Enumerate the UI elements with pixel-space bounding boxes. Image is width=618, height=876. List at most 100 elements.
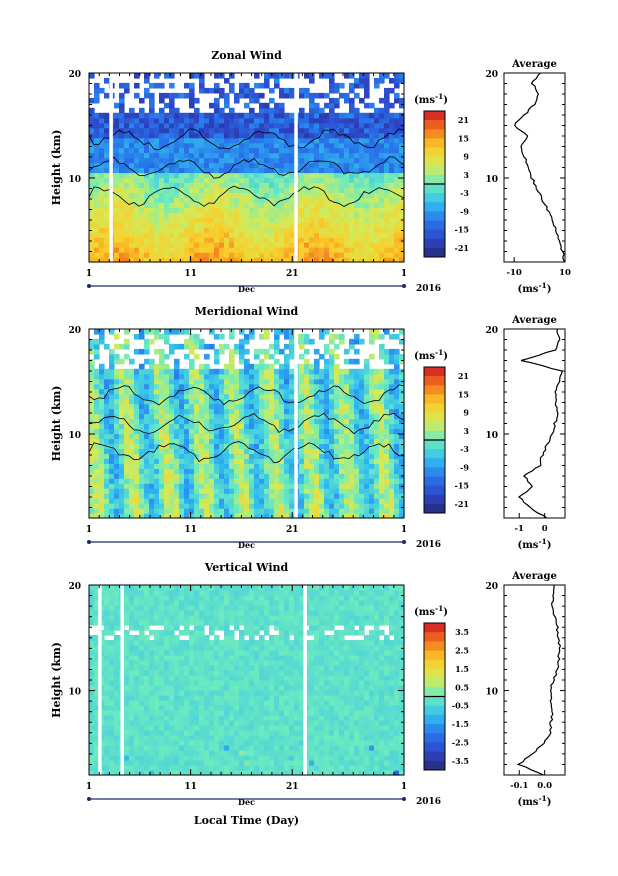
heatmap-cell — [114, 343, 120, 350]
heatmap-cell — [214, 142, 220, 149]
heatmap-cell — [89, 403, 95, 410]
heatmap-cell — [229, 117, 235, 124]
heatmap-cell — [179, 197, 185, 203]
heatmap-cell — [154, 488, 160, 494]
heatmap-cell — [354, 172, 360, 179]
heatmap-cell — [99, 192, 105, 198]
heatmap-cell — [324, 242, 330, 248]
heatmap-cell — [269, 142, 275, 149]
heatmap-cell — [214, 172, 220, 179]
heatmap-cell — [124, 473, 130, 479]
heatmap-cell — [169, 503, 175, 509]
heatmap-cell — [334, 438, 340, 444]
heatmap-cell — [224, 247, 230, 253]
heatmap-cell — [384, 172, 390, 179]
heatmap-cell — [114, 102, 120, 109]
heatmap-cell — [359, 428, 365, 435]
heatmap-cell — [359, 73, 365, 79]
heatmap-cell — [134, 655, 140, 661]
heatmap-cell — [184, 378, 190, 385]
heatmap-cell — [229, 152, 235, 159]
heatmap-cell — [299, 132, 305, 139]
heatmap-cell — [154, 483, 160, 489]
heatmap-cell — [109, 383, 115, 390]
heatmap-cell — [334, 428, 340, 435]
heatmap-cell — [154, 137, 160, 144]
heatmap-cell — [194, 438, 200, 444]
heatmap-cell — [164, 202, 170, 208]
heatmap-cell — [89, 705, 95, 711]
heatmap-cell — [154, 348, 160, 355]
heatmap-cell — [109, 655, 115, 661]
heatmap-cell — [194, 187, 200, 193]
heatmap-cell — [259, 393, 265, 400]
heatmap-cell — [384, 92, 390, 99]
heatmap-cell — [364, 152, 370, 159]
heatmap-cell — [209, 398, 215, 405]
heatmap-cell — [309, 443, 315, 449]
heatmap-cell — [114, 730, 120, 736]
heatmap-cell — [269, 147, 275, 154]
heatmap-cell — [124, 157, 130, 164]
heatmap-cell — [359, 137, 365, 144]
heatmap-cell — [229, 192, 235, 198]
heatmap-cell — [379, 217, 385, 223]
heatmap-cell — [389, 142, 395, 149]
heatmap-cell — [99, 660, 105, 666]
heatmap-cell — [319, 433, 325, 439]
heatmap-cell — [134, 670, 140, 676]
heatmap-cell — [149, 478, 155, 484]
heatmap-cell — [104, 78, 110, 84]
heatmap-cell — [204, 132, 210, 139]
heatmap-cell — [94, 590, 100, 596]
heatmap-cell — [134, 650, 140, 656]
heatmap-cell — [184, 132, 190, 139]
heatmap-cell — [299, 498, 305, 504]
heatmap-cell — [349, 242, 355, 248]
heatmap-cell — [319, 232, 325, 238]
heatmap-cell — [209, 247, 215, 253]
heatmap-cell — [269, 508, 275, 514]
heatmap-cell — [129, 765, 135, 771]
heatmap-cell — [214, 393, 220, 400]
heatmap-cell — [94, 423, 100, 430]
heatmap-cell — [244, 513, 250, 519]
heatmap-cell — [244, 102, 250, 109]
heatmap-cell — [244, 202, 250, 208]
heatmap-cell — [94, 257, 100, 263]
heatmap-cell — [174, 443, 180, 449]
heatmap-cell — [199, 413, 205, 420]
heatmap-cell — [129, 488, 135, 494]
heatmap-cell — [329, 227, 335, 233]
heatmap-cell — [264, 182, 270, 188]
heatmap-cell — [334, 112, 340, 119]
heatmap-cell — [144, 127, 150, 134]
heatmap-cell — [89, 755, 95, 761]
heatmap-cell — [174, 513, 180, 519]
heatmap-cell — [104, 408, 110, 415]
heatmap-cell — [114, 177, 120, 183]
heatmap-cell — [234, 202, 240, 208]
heatmap-cell — [224, 503, 230, 509]
heatmap-cell — [359, 423, 365, 430]
heatmap-cell — [89, 615, 95, 621]
heatmap-cell — [104, 590, 110, 596]
heatmap-cell — [254, 227, 260, 233]
heatmap-cell — [379, 483, 385, 489]
heatmap-cell — [304, 508, 310, 514]
heatmap-cell — [284, 212, 290, 218]
heatmap-cell — [114, 112, 120, 119]
heatmap-cell — [279, 433, 285, 439]
heatmap-cell — [364, 227, 370, 233]
heatmap-cell — [284, 478, 290, 484]
heatmap-cell — [199, 418, 205, 425]
heatmap-cell — [104, 222, 110, 228]
heatmap-cell — [349, 458, 355, 464]
heatmap-cell — [104, 710, 110, 716]
heatmap-cell — [279, 508, 285, 514]
heatmap-cell — [159, 483, 165, 489]
heatmap-cell — [309, 157, 315, 164]
heatmap-cell — [189, 503, 195, 509]
heatmap-cell — [374, 453, 380, 459]
heatmap-cell — [104, 665, 110, 671]
